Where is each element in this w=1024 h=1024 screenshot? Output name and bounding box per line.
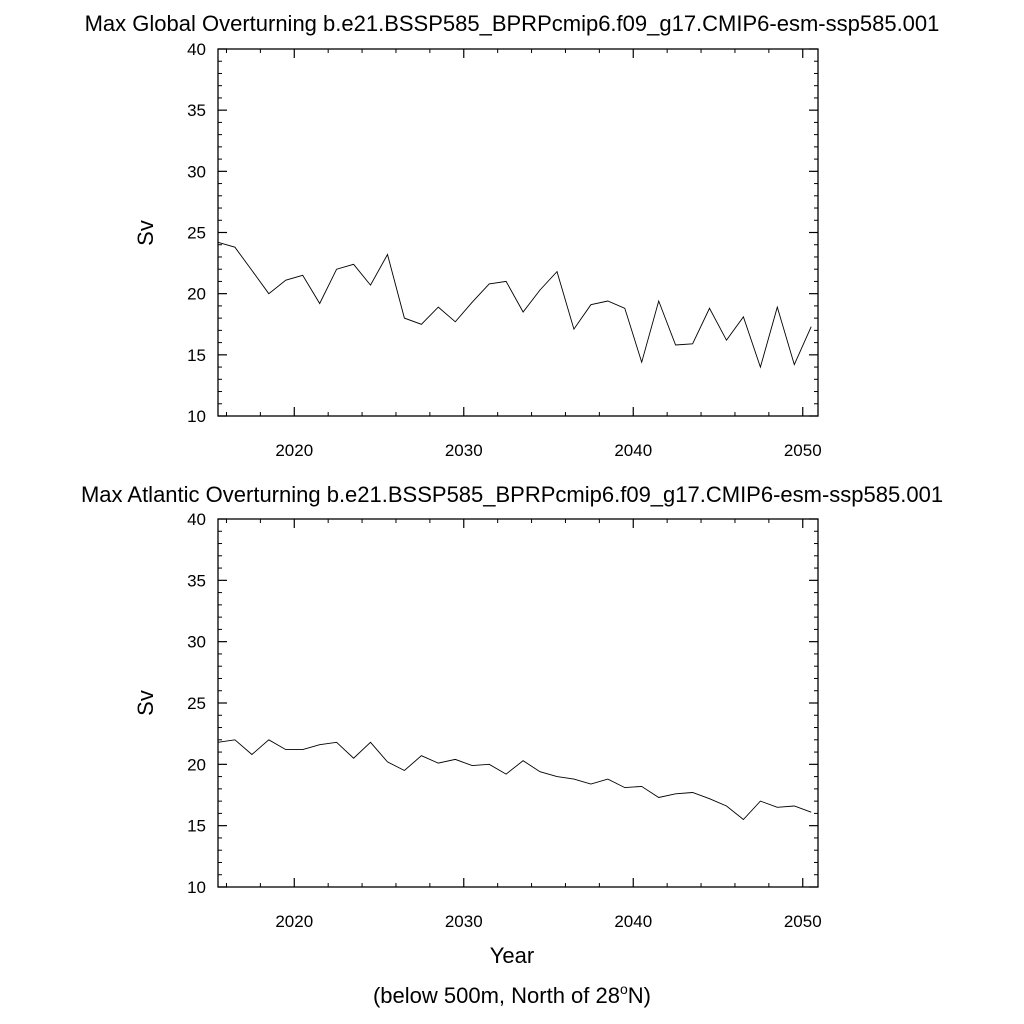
bottom-chart-y-axis-label: Sv [133,690,158,716]
top-chart-series-line [217,241,812,369]
footnote-prefix: (below 500m, North of 28 [373,983,620,1008]
bottom-chart-y-tick-label: 40 [187,510,206,529]
bottom-chart-x-tick-label: 2050 [784,912,822,931]
bottom-chart-plot-frame [217,518,819,888]
top-chart-y-tick-label: 30 [187,162,206,181]
x-axis-label: Year [490,943,534,968]
top-chart-x-tick-label: 2030 [445,441,483,460]
top-chart-y-tick-label: 25 [187,224,206,243]
top-chart-x-tick-label: 2020 [275,441,313,460]
top-chart-y-tick-label: 40 [187,40,206,59]
bottom-chart-y-tick-label: 25 [187,694,206,713]
footnote-superscript: o [620,981,628,997]
bottom-chart-y-tick-label: 30 [187,633,206,652]
top-chart-x-tick-label: 2050 [784,441,822,460]
top-chart-y-axis-label: Sv [133,220,158,246]
bottom-chart-x-tick-label: 2020 [275,912,313,931]
bottom-chart-title: Max Atlantic Overturning b.e21.BSSP585_B… [81,482,943,507]
top-chart-x-tick-label: 2040 [614,441,652,460]
bottom-chart-series-line [217,739,812,821]
top-chart-y-tick-label: 10 [187,407,206,426]
bottom-chart-y-tick-label: 20 [187,755,206,774]
bottom-chart-y-tick-label: 35 [187,571,206,590]
bottom-chart-y-tick-label: 15 [187,817,206,836]
top-chart-title: Max Global Overturning b.e21.BSSP585_BPR… [85,11,940,36]
top-chart-plot-frame [217,48,819,417]
bottom-chart-y-tick-label: 10 [187,878,206,897]
footnote-suffix: N) [628,983,651,1008]
bottom-chart-x-tick-label: 2040 [614,912,652,931]
bottom-chart-x-tick-label: 2030 [445,912,483,931]
top-chart-y-tick-label: 20 [187,285,206,304]
top-chart-y-tick-label: 35 [187,101,206,120]
footnote: (below 500m, North of 28oN) [373,981,651,1008]
top-chart-y-tick-label: 15 [187,346,206,365]
